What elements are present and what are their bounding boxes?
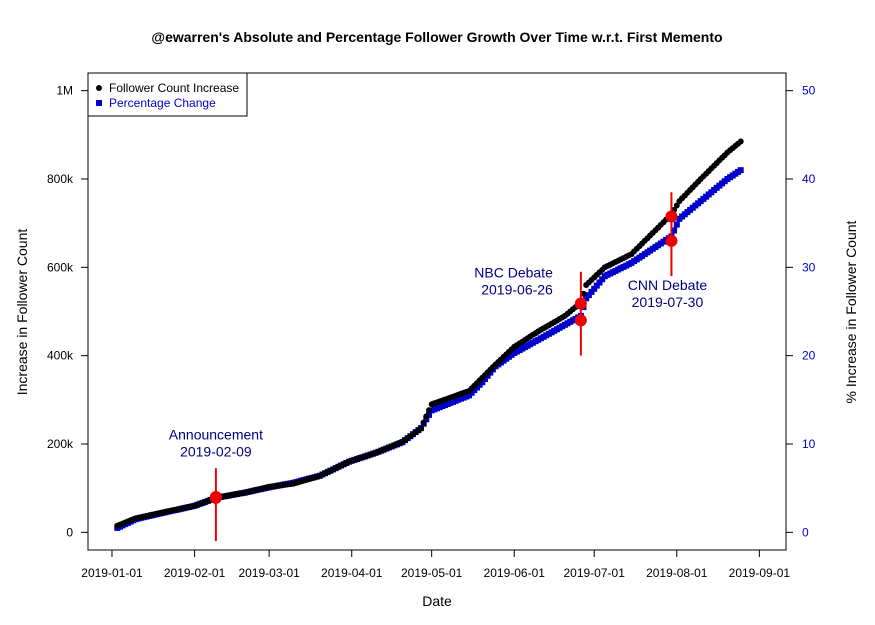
event-marker-percentage xyxy=(574,314,587,327)
event-date: 2019-02-09 xyxy=(180,443,252,459)
x-tick-label: 2019-09-01 xyxy=(729,566,791,580)
series-percentage-change xyxy=(114,167,744,531)
data-point xyxy=(593,282,600,289)
data-point xyxy=(737,138,744,145)
data-point xyxy=(418,425,424,432)
y-right-tick-label: 10 xyxy=(802,437,816,451)
data-point xyxy=(426,407,432,414)
x-tick-label: 2019-01-01 xyxy=(81,566,143,580)
legend-label-percentage: Percentage Change xyxy=(109,96,216,110)
x-tick-label: 2019-07-01 xyxy=(563,566,625,580)
data-point xyxy=(737,167,744,174)
y-left-tick-label: 800k xyxy=(47,172,74,186)
x-tick-label: 2019-06-01 xyxy=(484,566,546,580)
y-right-tick-label: 20 xyxy=(802,349,816,363)
legend-box xyxy=(87,72,248,117)
y-right-tick-label: 0 xyxy=(802,525,809,539)
chart-title: @ewarren's Absolute and Percentage Follo… xyxy=(151,29,722,45)
legend: Follower Count Increase Percentage Chang… xyxy=(87,72,248,117)
y-left-tick-label: 400k xyxy=(47,349,74,363)
y-right-tick-label: 30 xyxy=(802,260,816,274)
y-left-tick-label: 0 xyxy=(66,525,73,539)
data-point xyxy=(426,411,432,418)
y-left-tick-label: 1M xyxy=(56,84,73,98)
data-point xyxy=(596,279,603,286)
data-point xyxy=(479,379,486,386)
x-tick-label: 2019-05-01 xyxy=(401,566,463,580)
plot-frame xyxy=(87,72,787,551)
data-point xyxy=(673,221,680,228)
event-label: CNN Debate xyxy=(628,277,708,293)
data-point xyxy=(583,295,590,302)
event-marker-percentage xyxy=(209,491,222,504)
event-marker-absolute xyxy=(574,297,587,310)
y-axis-left-label: Increase in Follower Count xyxy=(14,229,30,396)
data-point xyxy=(423,413,430,420)
data-point xyxy=(585,292,592,299)
event-label: Announcement xyxy=(169,426,263,442)
legend-label-follower-count: Follower Count Increase xyxy=(109,81,239,95)
y-left-tick-label: 200k xyxy=(47,437,74,451)
y-right-tick-label: 50 xyxy=(802,84,816,98)
x-tick-label: 2019-08-01 xyxy=(646,566,708,580)
x-tick-label: 2019-02-01 xyxy=(164,566,226,580)
data-point xyxy=(671,227,678,234)
event-marker-percentage xyxy=(665,234,678,247)
event-marker-absolute xyxy=(665,210,678,223)
y-left-tick-label: 600k xyxy=(47,260,74,274)
series-follower-count xyxy=(114,138,744,529)
x-tick-label: 2019-04-01 xyxy=(321,566,383,580)
event-label: NBC Debate xyxy=(474,265,553,281)
data-point xyxy=(588,288,595,295)
y-right-tick-label: 40 xyxy=(802,172,816,186)
data-point xyxy=(673,202,680,209)
axes: 2019-01-01 2019-02-01 2019-03-01 2019-04-01… xyxy=(47,84,816,580)
data-point xyxy=(599,276,606,283)
data-point xyxy=(420,419,427,426)
legend-marker-follower-count xyxy=(96,85,102,91)
legend-marker-percentage xyxy=(96,100,102,106)
x-tick-label: 2019-03-01 xyxy=(238,566,300,580)
event-date: 2019-07-30 xyxy=(632,294,704,310)
series-layer xyxy=(114,138,744,531)
data-point xyxy=(580,290,587,297)
data-point xyxy=(591,285,598,292)
x-axis-label: Date xyxy=(422,593,452,609)
y-axis-right-label: % Increase in Follower Count xyxy=(843,220,859,403)
event-date: 2019-06-26 xyxy=(481,282,553,298)
